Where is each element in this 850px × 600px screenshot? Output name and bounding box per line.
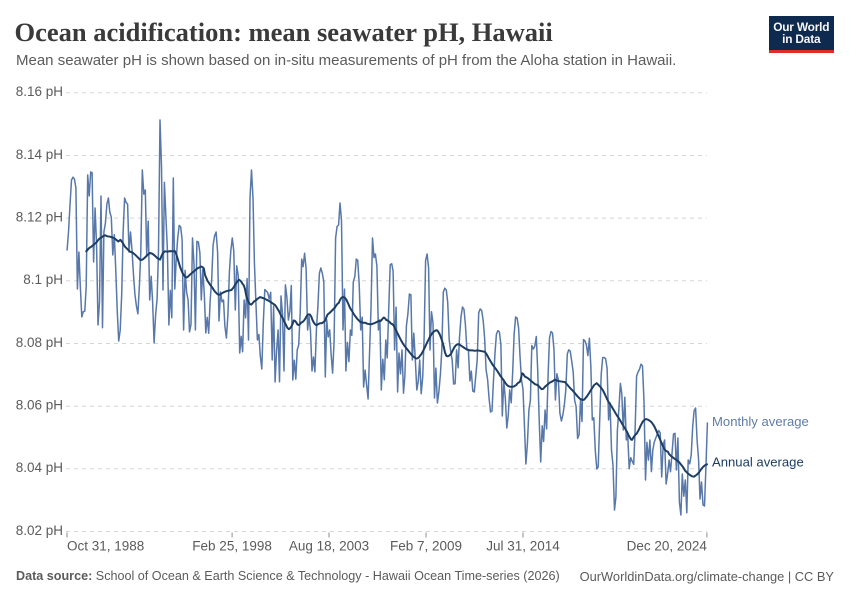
svg-text:8.12 pH: 8.12 pH <box>16 210 63 225</box>
svg-text:8.02 pH: 8.02 pH <box>16 523 63 538</box>
svg-text:Aug 18, 2003: Aug 18, 2003 <box>289 539 369 554</box>
svg-text:8.14 pH: 8.14 pH <box>16 147 63 162</box>
svg-text:Feb 25, 1998: Feb 25, 1998 <box>192 539 272 554</box>
svg-text:Dec 20, 2024: Dec 20, 2024 <box>627 539 708 554</box>
svg-text:8.1 pH: 8.1 pH <box>23 272 63 287</box>
svg-text:Monthly average: Monthly average <box>712 414 809 429</box>
svg-text:8.16 pH: 8.16 pH <box>16 84 63 99</box>
svg-text:Annual average: Annual average <box>712 455 804 470</box>
svg-text:8.06 pH: 8.06 pH <box>16 398 63 413</box>
svg-text:Oct 31, 1988: Oct 31, 1988 <box>67 539 144 554</box>
svg-text:Feb 7, 2009: Feb 7, 2009 <box>390 539 462 554</box>
svg-text:8.08 pH: 8.08 pH <box>16 335 63 350</box>
svg-text:8.04 pH: 8.04 pH <box>16 460 63 475</box>
svg-text:Jul 31, 2014: Jul 31, 2014 <box>486 539 560 554</box>
